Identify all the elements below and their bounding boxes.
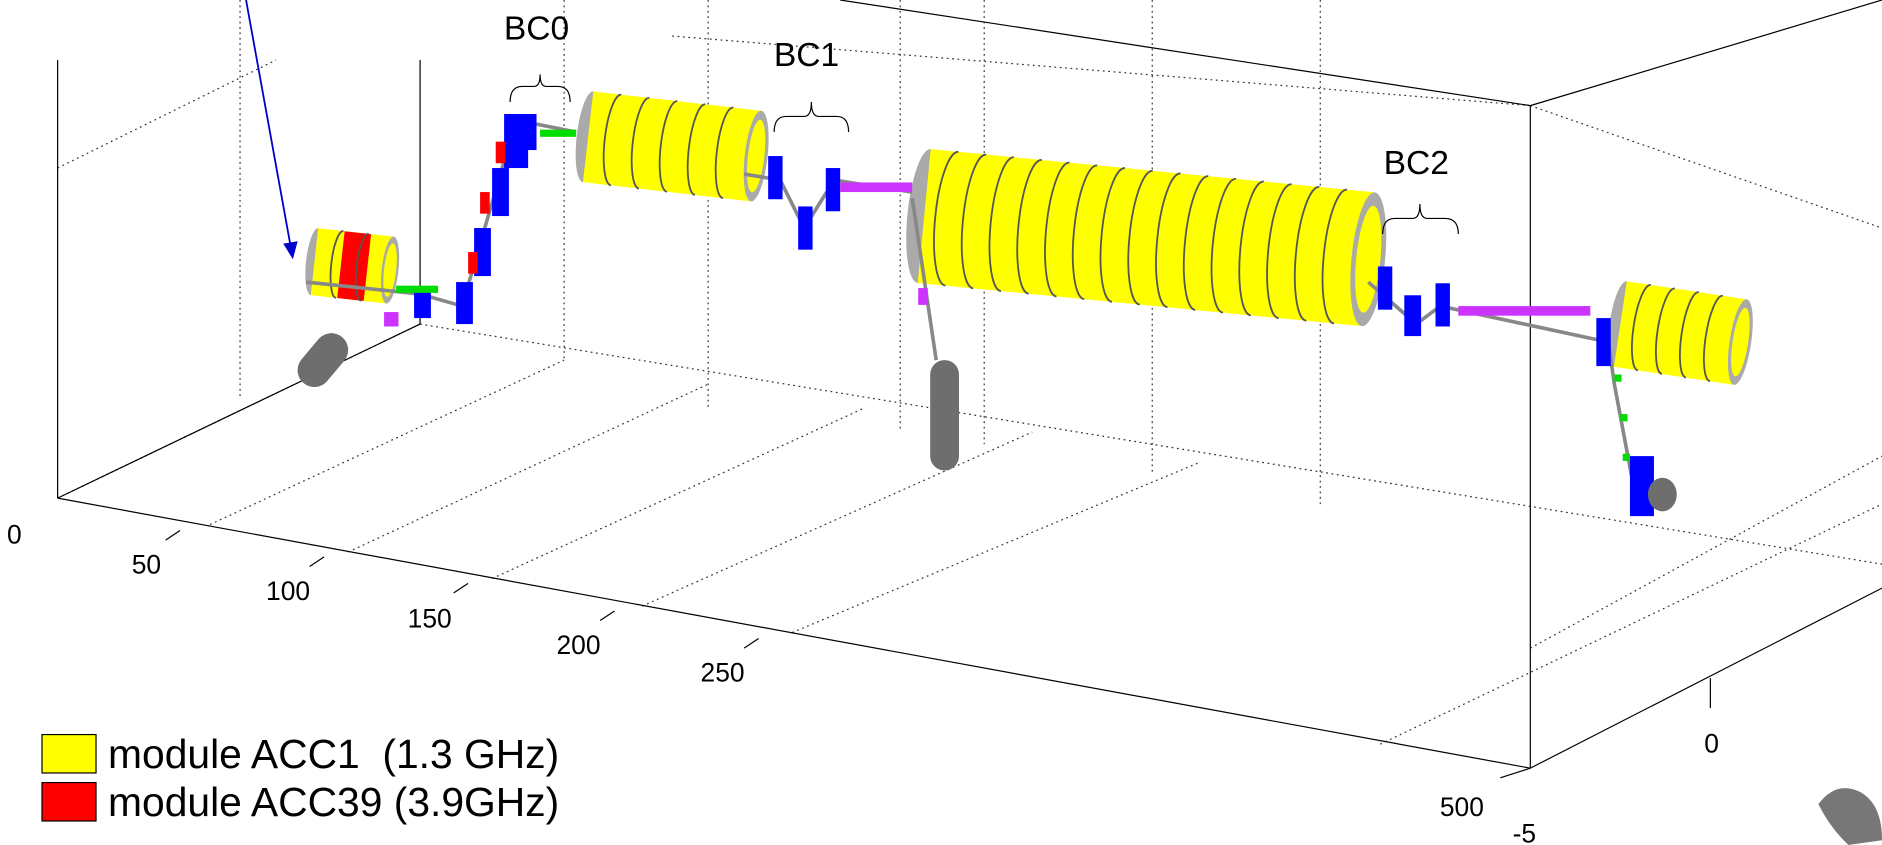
cylinders: [305, 91, 1753, 385]
arrow-head: [283, 241, 298, 260]
legend-swatch: [41, 733, 97, 774]
pointer-arrow: [245, 0, 293, 253]
legend-label: module ACC1 (1.3 GHz): [108, 731, 559, 777]
cylinder-ring: [988, 156, 1015, 292]
cylinder-ring: [1044, 161, 1070, 298]
brace: [509, 74, 571, 103]
bc-label: BC1: [774, 37, 839, 74]
cylinder-ring: [658, 100, 678, 193]
cylinder-ring: [1679, 291, 1699, 379]
cylinder-ring: [1182, 175, 1209, 311]
legend: module ACC1 (1.3 GHz) module ACC39 (3.9G…: [41, 731, 559, 825]
cylinder: [906, 149, 1387, 327]
brace: [1382, 204, 1459, 235]
x-tick-label: 200: [556, 630, 600, 660]
cylinder-ring: [1238, 180, 1264, 317]
cylinder: [305, 228, 400, 304]
cylinder-ring: [1266, 183, 1292, 319]
cylinder-body: [337, 231, 372, 301]
cylinder-ring: [602, 93, 622, 187]
z-tick-label: -5: [1513, 819, 1536, 845]
bc-label: BC2: [1384, 145, 1449, 182]
cylinder-ring: [1630, 284, 1651, 372]
x-tick-label: 50: [132, 550, 161, 580]
brace: [773, 102, 850, 133]
x-tick-label: 0: [7, 520, 22, 550]
cylinder-ring: [960, 153, 987, 290]
cylinder-body: [917, 149, 1375, 327]
bc-label: BC0: [504, 11, 569, 48]
logo: [1818, 788, 1882, 845]
legend-swatch: [41, 781, 97, 822]
x-tick-label: 150: [408, 604, 452, 634]
cylinder: [1607, 281, 1753, 385]
y-tick-label: 500: [1440, 792, 1484, 822]
cylinder: [575, 91, 769, 202]
cylinder-ring: [933, 150, 959, 287]
cylinder-ring: [686, 103, 706, 196]
cylinder-ring: [1016, 159, 1042, 295]
cylinder-end: [383, 243, 397, 297]
cylinder-ring: [1127, 169, 1153, 306]
cylinder-ring: [1099, 167, 1126, 303]
cylinder-ring: [329, 230, 344, 299]
beamline: [297, 114, 1677, 517]
cylinder-ring: [1071, 164, 1098, 301]
cylinder-body: [582, 91, 762, 202]
x-tick-label: 250: [701, 658, 745, 688]
z-tick-label: 0: [1704, 729, 1719, 759]
axes-box: [57, 0, 1882, 779]
x-tick-label: 100: [266, 576, 310, 606]
cylinder-ring: [1655, 287, 1675, 375]
cylinder-ring: [1703, 294, 1723, 383]
cylinder-ring: [1321, 188, 1348, 325]
cylinder-end: [1731, 307, 1750, 377]
cylinder-ring: [1293, 186, 1320, 322]
legend-label: module ACC39 (3.9GHz): [108, 779, 559, 825]
cylinder-ring: [354, 232, 369, 302]
cylinder-ring: [1155, 172, 1181, 309]
cylinder-ring: [630, 97, 650, 190]
cylinder-ring: [1210, 177, 1237, 314]
cylinder-ring: [714, 106, 734, 200]
